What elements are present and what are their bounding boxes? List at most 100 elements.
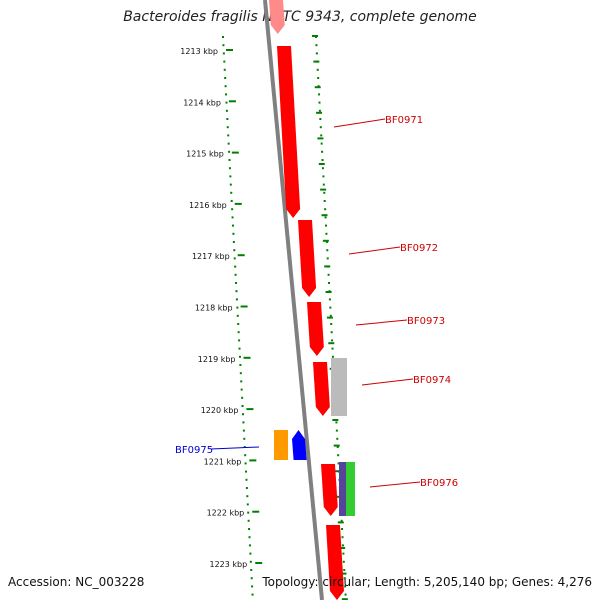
scale-tick-label: 1216 kbp <box>189 201 227 210</box>
scale-dot-right <box>323 191 326 194</box>
scale-dot-right <box>337 454 340 457</box>
gene-shape-bf0972 <box>298 220 317 297</box>
scale-dot-right <box>323 200 326 202</box>
scale-dot-left <box>243 437 246 440</box>
scale-tick-label: 1221 kbp <box>204 457 242 466</box>
scale-dot-right <box>336 446 339 448</box>
scale-dot-right <box>321 150 324 153</box>
scale-dot-right <box>317 77 320 79</box>
scale-dot-left <box>246 495 249 498</box>
scale-dot-left <box>227 142 230 145</box>
scale-dot-right <box>342 552 345 555</box>
scale-dot-left <box>241 405 244 407</box>
gene-leader-line <box>348 246 401 255</box>
scale-dot-left <box>244 462 247 465</box>
scale-dot-right <box>325 241 328 243</box>
scale-dot-right <box>336 437 339 440</box>
scale-dot-right <box>315 52 318 55</box>
scale-dot-left <box>228 159 231 161</box>
scale-dot-left <box>227 134 230 137</box>
scale-dot-left <box>239 364 242 366</box>
scale-dot-right <box>315 44 318 47</box>
scale-dot-right <box>325 232 328 235</box>
scale-dot-right <box>341 528 344 530</box>
scale-dot-right <box>324 224 327 227</box>
scale-dot-left <box>248 544 251 547</box>
scale-dot-left <box>229 175 232 178</box>
scale-dot-left <box>247 519 250 522</box>
gene-leader-line <box>210 446 260 450</box>
scale-dot-right <box>342 560 345 563</box>
scale-dot-left <box>238 347 241 350</box>
gene-label: BF0976 <box>420 478 458 489</box>
scale-dot-right <box>341 544 344 547</box>
scale-dot-right <box>324 216 327 219</box>
gene-leader-line <box>369 481 421 488</box>
scale-dot-left <box>235 298 238 301</box>
scale-dot-left <box>236 306 239 309</box>
scale-dot-left <box>236 314 239 317</box>
scale-dot-right <box>343 577 346 580</box>
scale-dot-left <box>225 101 228 104</box>
scale-dot-left <box>228 150 231 153</box>
scale-dot-right <box>330 331 333 334</box>
scale-dot-left <box>232 232 235 235</box>
scale-tick-label: 1215 kbp <box>186 150 224 159</box>
scale-dot-left <box>224 85 227 88</box>
scale-dot-left <box>230 200 233 202</box>
gene-leader-line <box>355 319 408 326</box>
scale-dot-right <box>321 159 324 161</box>
scale-dot-left <box>245 487 248 489</box>
scale-dot-left <box>249 552 252 555</box>
scale-tick-label: 1222 kbp <box>207 509 245 518</box>
scale-dot-left <box>226 126 229 129</box>
scale-dot-right <box>319 126 322 129</box>
scale-dot-left <box>247 511 250 514</box>
scale-dot-left <box>222 44 225 47</box>
scale-dot-right <box>327 273 330 276</box>
gene-shape-bf0975 <box>292 430 307 460</box>
scale-dot-right <box>326 249 329 252</box>
scale-dot-left <box>248 536 251 539</box>
scale-dot-left <box>234 265 237 268</box>
scale-dot-left <box>235 282 238 284</box>
scale-dot-left <box>231 224 234 227</box>
scale-dot-left <box>246 503 249 506</box>
scale-dot-right <box>320 142 323 145</box>
scale-tick-label: 1220 kbp <box>201 406 239 415</box>
scale-dot-left <box>224 77 227 79</box>
scale-dot-left <box>250 569 253 571</box>
scale-dot-right <box>326 257 329 260</box>
scale-dot-left <box>222 36 224 38</box>
scale-dot-right <box>337 462 340 465</box>
gene-leader-line <box>361 378 414 386</box>
scale-dot-left <box>229 183 232 186</box>
scale-dot-left <box>240 388 243 391</box>
scale-tick-label: 1219 kbp <box>198 355 236 364</box>
scale-dot-left <box>226 118 229 120</box>
scale-dot-right <box>324 208 327 211</box>
genome-stats-label: Topology: circular; Length: 5,205,140 bp… <box>262 575 592 589</box>
scale-dot-left <box>225 109 228 112</box>
scale-dot-left <box>239 372 242 375</box>
scale-dot-left <box>223 60 226 63</box>
gene-shape-orange <box>274 430 288 460</box>
scale-dot-right <box>322 175 325 178</box>
scale-dot-right <box>335 421 338 424</box>
scale-dot-left <box>223 68 226 71</box>
scale-dot-right <box>322 183 325 186</box>
scale-dot-left <box>231 216 234 219</box>
scale-dot-left <box>243 446 246 448</box>
scale-dot-left <box>237 323 240 325</box>
scale-dot-left <box>235 290 238 293</box>
gene-label: BF0971 <box>385 115 423 126</box>
scale-dot-left <box>234 273 237 276</box>
scale-dot-right <box>341 536 344 539</box>
genome-backbone <box>263 0 324 600</box>
scale-dot-left <box>240 380 243 383</box>
gene-shape-bf0973 <box>307 302 324 356</box>
scale-dot-left <box>248 528 251 530</box>
gene-shape-bf0974 <box>313 362 330 416</box>
scale-dot-left <box>225 93 228 96</box>
